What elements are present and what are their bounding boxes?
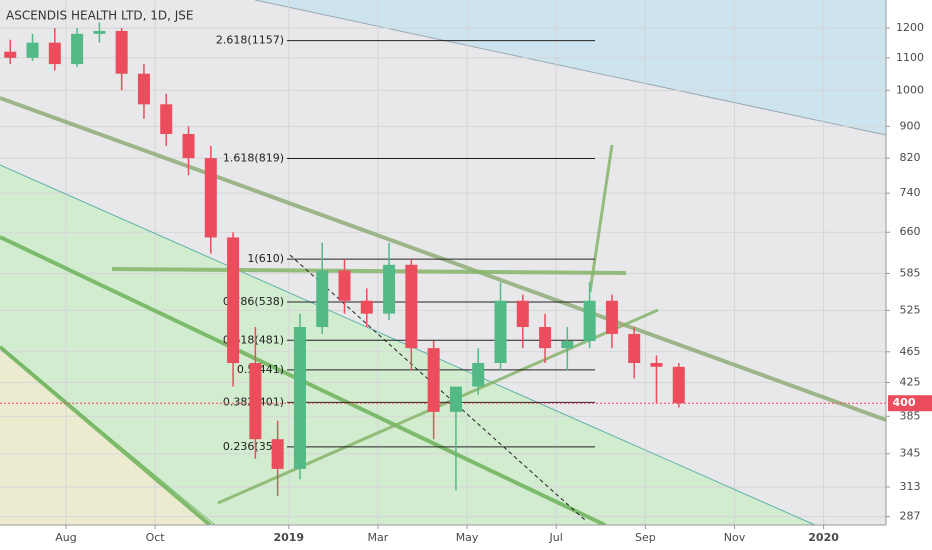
x-tick-label: 2020: [808, 531, 839, 544]
x-tick-label: Aug: [55, 531, 76, 544]
candle-body: [227, 237, 240, 364]
candle-body: [472, 363, 485, 387]
candle-body: [71, 33, 84, 65]
x-tick-label: 2019: [273, 531, 304, 544]
candle-body: [672, 366, 685, 404]
trend-line: [588, 144, 614, 293]
x-tick-label: Jul: [549, 531, 563, 544]
candle-body: [427, 348, 440, 412]
y-tick-label: 1200: [896, 21, 924, 34]
x-tick-label: Oct: [146, 531, 166, 544]
time-axis: [0, 525, 886, 550]
x-tick-label: Sep: [635, 531, 656, 544]
y-tick-label: 287: [900, 510, 921, 523]
candle-body: [583, 300, 596, 341]
candle-body: [182, 134, 195, 159]
candle-body: [48, 42, 61, 65]
y-tick-label: 525: [900, 303, 921, 316]
grid: [0, 0, 886, 525]
channel-line: [254, 0, 887, 136]
y-tick-label: 585: [900, 266, 921, 279]
y-tick-label: 425: [900, 376, 921, 389]
x-tick-label: Nov: [724, 531, 746, 544]
candle-body: [338, 270, 351, 301]
axes: 1200 1100 1000 900 820 740 660 585 525 465 425 385 3…: [55, 21, 932, 544]
candle-body: [561, 340, 574, 349]
x-tick-label: Mar: [368, 531, 389, 544]
y-tick-label: 465: [900, 345, 921, 358]
candle-body: [115, 30, 128, 74]
y-tick-label: 1100: [896, 51, 924, 64]
candle-body: [93, 30, 106, 34]
fib-label: 2.618(1157): [216, 34, 284, 47]
y-tick-label: 740: [900, 186, 921, 199]
x-tick-label: May: [456, 531, 479, 544]
marks: 2.618(1157)1.618(819)1(610)0.786(538)0.6…: [0, 22, 886, 496]
y-tick-label: 820: [900, 151, 921, 164]
price-axis: [886, 0, 932, 550]
candle-body: [160, 104, 173, 135]
y-tick-label: 1000: [896, 83, 924, 96]
candle-body: [405, 264, 418, 349]
chart-title: ASCENDIS HEALTH LTD, 1D, JSE: [6, 9, 193, 23]
y-tick-label: 385: [900, 409, 921, 422]
candle-body: [539, 327, 552, 349]
candle-body: [650, 363, 663, 367]
fib-label: 0.236(352): [223, 440, 284, 453]
candle-body: [494, 300, 507, 364]
candle-body: [360, 300, 373, 314]
candle-body: [628, 333, 641, 364]
y-tick-label: 900: [900, 119, 921, 132]
candle-body: [271, 439, 284, 469]
candle-body: [293, 327, 306, 469]
last-price-tag: [888, 395, 932, 412]
y-tick-label: 660: [900, 225, 921, 238]
candle-body: [316, 270, 329, 328]
candle-body: [26, 42, 39, 58]
candle-body: [204, 158, 217, 238]
candle-body: [383, 264, 396, 314]
candle-body: [4, 51, 17, 58]
y-tick-label: 345: [900, 447, 921, 460]
candle-body: [516, 300, 529, 328]
channel-line: [0, 345, 212, 527]
candle-body: [137, 73, 150, 105]
candle-body: [605, 300, 618, 334]
candle-body: [449, 386, 462, 412]
fib-label: 1.618(819): [223, 152, 284, 165]
trend-line: [111, 267, 627, 275]
fib-label: 1(610): [247, 252, 284, 265]
candle-body: [249, 363, 262, 440]
last-price-label: 400: [893, 396, 916, 409]
y-tick-label: 313: [900, 480, 921, 493]
